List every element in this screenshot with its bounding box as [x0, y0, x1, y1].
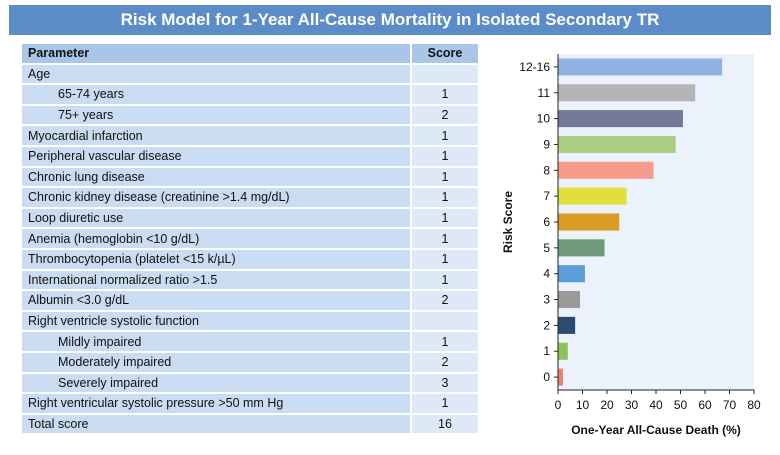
bar: [558, 58, 723, 76]
y-tick-label: 9: [543, 137, 550, 151]
score-cell: 1: [410, 229, 478, 248]
score-cell: 1: [410, 188, 478, 207]
table-row: 65-74 years 1: [22, 85, 478, 104]
parameter-header: Parameter: [22, 44, 410, 63]
table-row: Peripheral vascular disease 1: [22, 146, 478, 166]
parameter-cell: Right ventricle systolic function: [22, 311, 410, 331]
parameter-cell: Mildly impaired: [22, 332, 410, 351]
bar: [558, 110, 683, 128]
score-cell: 16: [410, 414, 478, 434]
y-tick-label: 12-16: [519, 60, 550, 74]
bar: [558, 84, 696, 102]
score-cell: 1: [410, 126, 478, 145]
x-tick-label: 20: [600, 398, 614, 412]
parameter-cell: Age: [22, 64, 410, 84]
bar: [558, 161, 654, 179]
y-tick-label: 4: [543, 267, 550, 281]
parameter-cell: Myocardial infarction: [22, 126, 410, 145]
score-cell: 1: [410, 249, 478, 269]
risk-chart: 12-16 11 10 9 8 7 6 5 4 3 2 1 0 0 10 20 30 40 50 60 70 80 One-…: [486, 42, 776, 450]
x-tick-label: 10: [576, 398, 590, 412]
score-cell: 1: [410, 270, 478, 290]
parameter-cell: Thrombocytopenia (platelet <15 k/µL): [22, 249, 410, 269]
parameter-cell: International normalized ratio >1.5: [22, 270, 410, 290]
y-tick-label: 10: [537, 112, 551, 126]
table-row: Moderately impaired 2: [22, 352, 478, 372]
y-tick-label: 6: [543, 215, 550, 229]
score-cell: 2: [410, 352, 478, 372]
bar: [558, 135, 676, 153]
figure-title: Risk Model for 1-Year All-Cause Mortalit…: [9, 5, 771, 35]
x-tick-label: 50: [674, 398, 688, 412]
score-cell: 1: [410, 146, 478, 166]
y-tick-label: 7: [543, 189, 550, 203]
x-axis-label: One-Year All-Cause Death (%): [571, 423, 741, 437]
x-tick-label: 70: [723, 398, 737, 412]
table-row: Mildly impaired 1: [22, 332, 478, 351]
score-cell: 2: [410, 291, 478, 310]
y-tick-label: 3: [543, 293, 550, 307]
parameter-cell: Right ventricular systolic pressure >50 …: [22, 394, 410, 413]
parameter-cell: Total score: [22, 414, 410, 434]
parameter-cell: Chronic lung disease: [22, 167, 410, 187]
score-cell: 1: [410, 167, 478, 187]
score-cell: 2: [410, 105, 478, 125]
parameter-cell: Peripheral vascular disease: [22, 146, 410, 166]
table-row: Anemia (hemoglobin <10 g/dL) 1: [22, 229, 478, 248]
parameter-cell: Chronic kidney disease (creatinine >1.4 …: [22, 188, 410, 207]
x-tick-label: 60: [698, 398, 712, 412]
x-tick-label: 40: [649, 398, 663, 412]
y-tick-label: 8: [543, 163, 550, 177]
table-row: Loop diuretic use 1: [22, 208, 478, 228]
parameter-cell: 65-74 years: [22, 85, 410, 104]
y-tick-label: 5: [543, 241, 550, 255]
bar: [558, 368, 563, 386]
bar: [558, 187, 627, 205]
y-tick-label: 0: [543, 370, 550, 384]
parameter-cell: 75+ years: [22, 105, 410, 125]
y-tick-label: 2: [543, 318, 550, 332]
bar: [558, 291, 581, 309]
parameter-cell: Moderately impaired: [22, 352, 410, 372]
risk-score-table: Parameter Score Age 65-74 years 1 75+ years…: [22, 42, 478, 435]
score-cell: 1: [410, 208, 478, 228]
score-cell: 1: [410, 85, 478, 104]
score-cell: 1: [410, 394, 478, 413]
parameter-cell: Severely impaired: [22, 373, 410, 393]
parameter-cell: Loop diuretic use: [22, 208, 410, 228]
x-tick-label: 30: [625, 398, 639, 412]
table-row: 75+ years 2: [22, 105, 478, 125]
table-row: Right ventricle systolic function: [22, 311, 478, 331]
table-row: Age: [22, 64, 478, 84]
bar: [558, 316, 576, 334]
table-row: International normalized ratio >1.5 1: [22, 270, 478, 290]
x-tick-label: 0: [555, 398, 562, 412]
bar: [558, 213, 620, 231]
table-row: Total score 16: [22, 414, 478, 434]
table-row: Chronic kidney disease (creatinine >1.4 …: [22, 188, 478, 207]
table-row: Thrombocytopenia (platelet <15 k/µL) 1: [22, 249, 478, 269]
y-tick-label: 11: [538, 86, 551, 100]
score-cell: [410, 64, 478, 84]
y-axis-label: Risk Score: [501, 191, 515, 253]
parameter-cell: Anemia (hemoglobin <10 g/dL): [22, 229, 410, 248]
bar: [558, 342, 568, 360]
table-row: Chronic lung disease 1: [22, 167, 478, 187]
score-cell: [410, 311, 478, 331]
x-tick-label: 80: [747, 398, 761, 412]
y-tick-label: 1: [543, 344, 550, 358]
table-row: Right ventricular systolic pressure >50 …: [22, 394, 478, 413]
table-row: Albumin <3.0 g/dL 2: [22, 291, 478, 310]
bar: [558, 239, 605, 257]
score-cell: 1: [410, 332, 478, 351]
bar: [558, 265, 585, 283]
table-header-row: Parameter Score: [22, 44, 478, 63]
parameter-cell: Albumin <3.0 g/dL: [22, 291, 410, 310]
table-row: Myocardial infarction 1: [22, 126, 478, 145]
score-cell: 3: [410, 373, 478, 393]
table-row: Severely impaired 3: [22, 373, 478, 393]
score-header: Score: [410, 44, 478, 63]
